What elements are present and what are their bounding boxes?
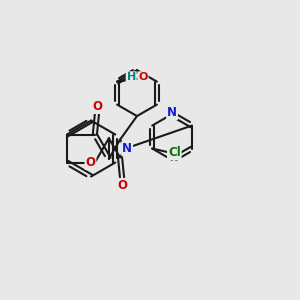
Text: O: O [85,156,95,169]
Text: O: O [93,100,103,113]
Text: Cl: Cl [168,146,181,159]
Text: N: N [167,106,177,119]
Text: O: O [118,179,128,192]
Text: O: O [138,72,148,82]
Text: N: N [122,142,132,155]
Text: H: H [127,72,136,82]
